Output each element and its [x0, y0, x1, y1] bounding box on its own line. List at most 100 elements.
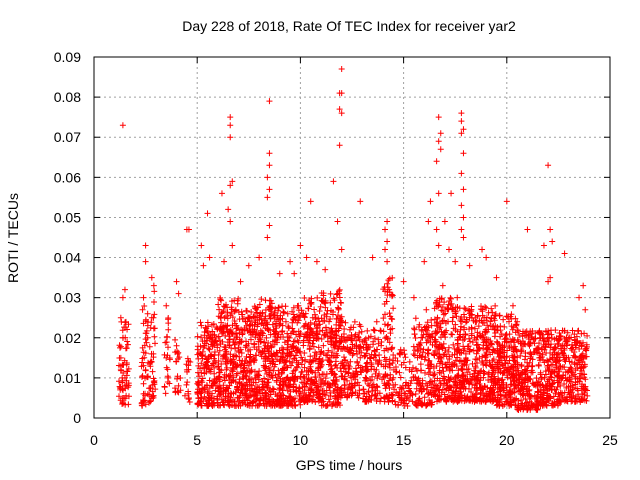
data-point — [194, 343, 201, 350]
data-point — [266, 312, 273, 319]
data-point — [365, 334, 372, 341]
data-point — [234, 300, 241, 307]
data-point — [448, 190, 455, 197]
data-point — [327, 315, 334, 322]
data-point — [376, 390, 383, 397]
data-point — [277, 312, 284, 319]
data-point — [544, 357, 551, 364]
data-point — [501, 401, 508, 408]
data-point — [357, 198, 364, 205]
data-point — [474, 347, 481, 354]
data-point — [315, 367, 322, 374]
data-point — [121, 286, 128, 293]
data-point — [204, 362, 211, 369]
data-point — [185, 226, 192, 233]
data-point — [481, 383, 488, 390]
data-point — [151, 288, 158, 295]
data-point — [266, 162, 273, 169]
data-point — [576, 356, 583, 363]
y-tick-label: 0.09 — [54, 49, 81, 65]
data-point — [389, 397, 396, 404]
data-point — [249, 388, 256, 395]
data-point — [395, 402, 402, 409]
data-point — [492, 302, 499, 309]
data-point — [551, 346, 558, 353]
data-point — [263, 334, 270, 341]
data-point — [266, 150, 273, 157]
data-point — [228, 345, 235, 352]
data-point — [293, 344, 300, 351]
data-point — [549, 238, 556, 245]
data-point — [139, 359, 146, 366]
data-point — [323, 352, 330, 359]
data-point — [317, 303, 324, 310]
data-point — [487, 322, 494, 329]
data-point — [123, 361, 130, 368]
data-point — [305, 339, 312, 346]
data-point — [381, 380, 388, 387]
data-point — [232, 307, 239, 314]
data-point — [380, 374, 387, 381]
data-point — [552, 401, 559, 408]
data-point — [529, 356, 536, 363]
data-point — [327, 299, 334, 306]
data-point — [295, 302, 302, 309]
data-point — [327, 359, 334, 366]
data-point — [125, 365, 132, 372]
data-point — [480, 374, 487, 381]
data-point — [457, 323, 464, 330]
data-point — [489, 309, 496, 316]
data-point — [368, 363, 375, 370]
data-point — [362, 341, 369, 348]
data-point — [382, 246, 389, 253]
data-point — [233, 363, 240, 370]
data-point — [419, 349, 426, 356]
data-point — [417, 367, 424, 374]
data-point — [440, 368, 447, 375]
data-point — [164, 352, 171, 359]
data-point — [353, 368, 360, 375]
data-point — [316, 393, 323, 400]
data-point — [321, 331, 328, 338]
data-point — [411, 326, 418, 333]
data-point — [150, 282, 157, 289]
data-point — [273, 377, 280, 384]
data-point — [298, 369, 305, 376]
data-point — [335, 305, 342, 312]
data-point — [452, 258, 459, 265]
data-point — [119, 294, 126, 301]
data-point — [446, 297, 453, 304]
data-point — [381, 321, 388, 328]
data-point — [447, 294, 454, 301]
y-tick-label: 0.03 — [54, 290, 81, 306]
x-tick-label: 0 — [90, 432, 98, 448]
data-point — [458, 366, 465, 373]
data-point — [537, 391, 544, 398]
data-point — [204, 329, 211, 336]
data-point — [115, 378, 122, 385]
data-point — [431, 377, 438, 384]
data-point — [544, 394, 551, 401]
data-point — [435, 138, 442, 145]
data-point — [457, 317, 464, 324]
data-point — [243, 342, 250, 349]
data-point — [423, 306, 430, 313]
data-point — [288, 362, 295, 369]
data-point — [290, 383, 297, 390]
data-point — [434, 349, 441, 356]
data-point — [248, 359, 255, 366]
data-point — [233, 322, 240, 329]
data-point — [165, 315, 172, 322]
data-point — [369, 373, 376, 380]
data-point — [474, 329, 481, 336]
data-point — [402, 382, 409, 389]
data-point — [386, 364, 393, 371]
data-point — [389, 274, 396, 281]
data-point — [498, 354, 505, 361]
data-point — [215, 351, 222, 358]
data-point — [201, 338, 208, 345]
data-point — [518, 363, 525, 370]
data-point — [276, 316, 283, 323]
data-point — [443, 365, 450, 372]
data-point — [412, 391, 419, 398]
